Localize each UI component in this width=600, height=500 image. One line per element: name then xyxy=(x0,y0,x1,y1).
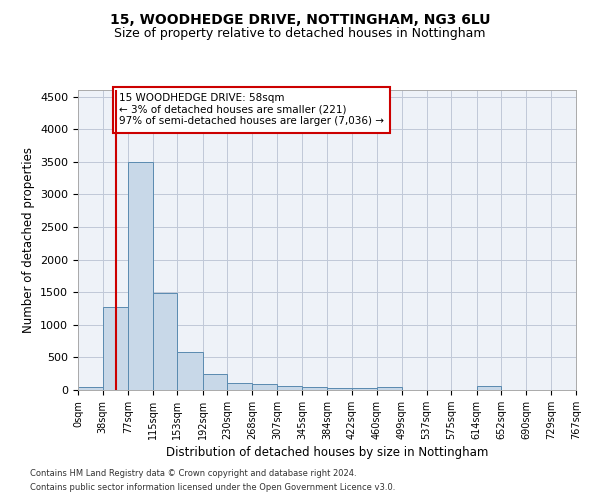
Text: 15 WOODHEDGE DRIVE: 58sqm
← 3% of detached houses are smaller (221)
97% of semi-: 15 WOODHEDGE DRIVE: 58sqm ← 3% of detach… xyxy=(119,94,384,126)
Text: Contains public sector information licensed under the Open Government Licence v3: Contains public sector information licen… xyxy=(30,484,395,492)
Bar xyxy=(352,388,377,390)
Bar xyxy=(328,388,352,390)
Text: Size of property relative to detached houses in Nottingham: Size of property relative to detached ho… xyxy=(114,28,486,40)
Bar xyxy=(476,386,502,390)
Bar xyxy=(128,162,152,390)
Text: 15, WOODHEDGE DRIVE, NOTTINGHAM, NG3 6LU: 15, WOODHEDGE DRIVE, NOTTINGHAM, NG3 6LU xyxy=(110,12,490,26)
Bar xyxy=(302,388,328,390)
Bar xyxy=(103,306,128,390)
Y-axis label: Number of detached properties: Number of detached properties xyxy=(22,147,35,333)
X-axis label: Distribution of detached houses by size in Nottingham: Distribution of detached houses by size … xyxy=(166,446,488,459)
Bar xyxy=(252,384,277,390)
Bar xyxy=(78,388,103,390)
Bar xyxy=(203,374,227,390)
Bar xyxy=(377,386,402,390)
Bar xyxy=(152,294,178,390)
Bar xyxy=(277,386,302,390)
Text: Contains HM Land Registry data © Crown copyright and database right 2024.: Contains HM Land Registry data © Crown c… xyxy=(30,468,356,477)
Bar xyxy=(227,382,252,390)
Bar xyxy=(178,352,203,390)
